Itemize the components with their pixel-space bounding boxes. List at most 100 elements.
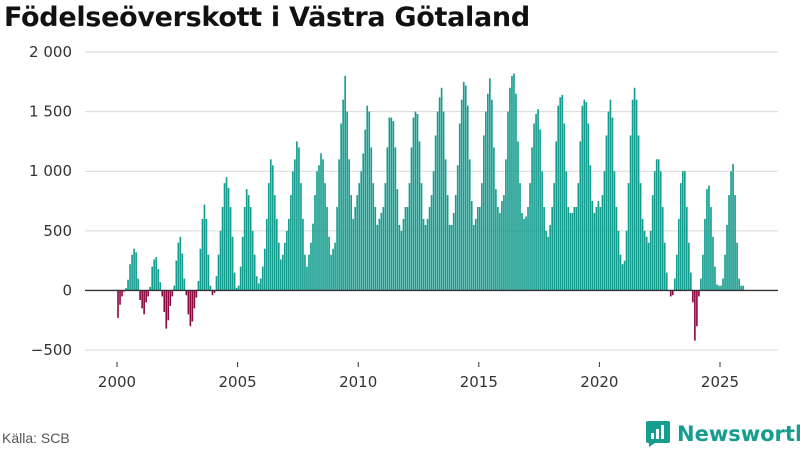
brand-logo[interactable]: Newsworthy — [645, 420, 800, 448]
bar — [298, 147, 300, 291]
bar — [579, 141, 582, 291]
bar — [621, 264, 624, 291]
bar — [525, 216, 527, 291]
bar — [706, 189, 708, 291]
bar — [151, 266, 153, 291]
bar — [410, 147, 413, 291]
bar — [454, 195, 457, 291]
bar — [129, 264, 131, 291]
bar — [201, 218, 204, 291]
bar — [223, 183, 226, 291]
bar — [742, 285, 744, 291]
bar — [440, 87, 443, 291]
bar — [221, 207, 224, 291]
bar — [645, 236, 648, 291]
bar — [308, 254, 310, 291]
bar — [595, 207, 598, 291]
bar — [527, 207, 529, 291]
bar — [575, 207, 578, 291]
bar — [663, 242, 666, 291]
bar — [243, 207, 246, 291]
bar — [199, 248, 202, 291]
bar — [517, 141, 519, 291]
bar — [633, 87, 636, 291]
bar — [503, 195, 505, 291]
bar — [424, 224, 427, 291]
bar — [704, 218, 706, 291]
bar — [394, 147, 397, 291]
bar — [712, 236, 714, 291]
y-tick-label: 500 — [43, 222, 72, 240]
bar — [205, 218, 208, 291]
bar — [573, 207, 576, 291]
bar — [587, 123, 590, 291]
bar — [197, 280, 200, 291]
bar — [326, 207, 328, 291]
bar — [239, 266, 242, 291]
bar — [364, 129, 367, 291]
bar — [350, 195, 352, 291]
bar — [541, 171, 543, 291]
y-tick-label: −500 — [31, 341, 72, 359]
bar — [665, 272, 668, 291]
bar — [688, 242, 690, 291]
bar — [539, 129, 541, 291]
bar — [549, 224, 551, 291]
bar — [185, 290, 188, 296]
bar — [589, 165, 592, 291]
bar — [623, 260, 626, 291]
x-tick-label: 2000 — [98, 373, 136, 391]
bar — [511, 75, 513, 291]
bar — [386, 147, 389, 291]
bar — [591, 201, 594, 291]
bar — [647, 242, 650, 291]
bar — [372, 183, 375, 291]
bar — [191, 290, 194, 322]
bar — [519, 183, 521, 291]
bar — [117, 290, 119, 318]
bar — [143, 290, 145, 315]
bar — [468, 159, 471, 291]
bar — [444, 159, 447, 291]
bar — [561, 94, 564, 291]
bar — [314, 195, 316, 291]
bar — [282, 254, 284, 291]
chart-title: Födelseöverskott i Västra Götaland — [4, 2, 530, 33]
bar — [641, 218, 644, 291]
bar — [480, 183, 483, 291]
bar — [428, 207, 431, 291]
bar — [692, 290, 694, 303]
bar — [661, 207, 664, 291]
bar — [657, 159, 660, 291]
bar — [227, 187, 230, 291]
bar — [334, 242, 336, 291]
bar — [219, 230, 222, 291]
bar — [462, 81, 465, 291]
bar — [426, 218, 429, 291]
bar — [404, 207, 407, 291]
x-tick-label: 2025 — [701, 373, 739, 391]
bar — [139, 290, 141, 300]
bar — [458, 123, 461, 291]
bar — [159, 282, 162, 291]
bar — [521, 212, 523, 291]
bar — [320, 153, 322, 291]
bar — [402, 218, 405, 291]
bar — [177, 242, 180, 291]
bar — [378, 218, 381, 291]
bar — [617, 230, 620, 291]
bar — [629, 135, 632, 291]
bar — [330, 254, 332, 291]
bar — [694, 290, 696, 341]
bar — [565, 171, 568, 291]
bar — [700, 278, 702, 291]
bar — [585, 102, 588, 291]
bar — [708, 185, 710, 291]
bar — [342, 99, 344, 291]
y-tick-label: 1 500 — [29, 103, 72, 121]
bar — [247, 195, 250, 291]
bar — [149, 286, 151, 291]
bar — [456, 165, 459, 291]
bar — [690, 272, 692, 291]
bar — [603, 171, 606, 291]
